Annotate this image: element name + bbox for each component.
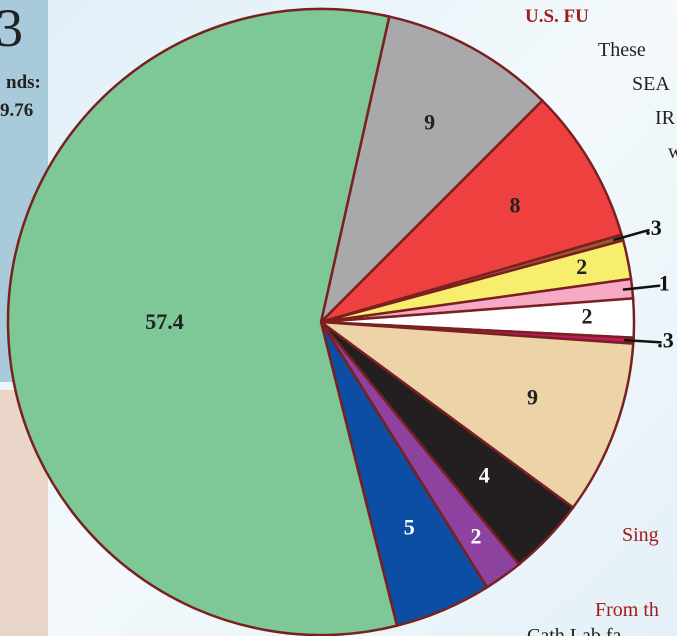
data-label: 8 bbox=[509, 192, 520, 217]
data-label: 2 bbox=[471, 523, 482, 548]
right-text: From th bbox=[595, 599, 659, 621]
pie-slice bbox=[316, 320, 635, 510]
data-label: 2 bbox=[582, 304, 593, 329]
data-label: 57.4 bbox=[145, 309, 184, 334]
leader-line bbox=[622, 284, 661, 291]
data-label: 1 bbox=[659, 271, 670, 296]
pie-slice bbox=[6, 7, 399, 636]
data-label: .3 bbox=[645, 215, 662, 240]
right-text: These bbox=[598, 39, 646, 61]
pie-slice bbox=[320, 98, 624, 324]
data-label: .3 bbox=[657, 327, 674, 352]
data-label: 9 bbox=[527, 385, 538, 410]
data-label: 5 bbox=[404, 514, 415, 539]
pie: 9 8 .3 2 1 2 .3 9 4 2 5 57.4 bbox=[6, 7, 674, 636]
right-text: Cath Lab fa bbox=[527, 625, 622, 636]
left-big-text: 3 bbox=[0, 0, 23, 58]
pie-slice bbox=[318, 15, 545, 326]
left-text: nds: bbox=[6, 72, 41, 93]
right-title: U.S. FU bbox=[525, 6, 589, 27]
right-text: SEA bbox=[632, 73, 670, 95]
data-label: 2 bbox=[576, 254, 587, 279]
leader-line bbox=[613, 228, 650, 242]
leader-line bbox=[623, 338, 662, 344]
right-text: Sing bbox=[622, 524, 659, 546]
right-text: w bbox=[668, 141, 677, 163]
left-text: 9.76 bbox=[0, 100, 33, 121]
right-text: IR bbox=[655, 107, 676, 129]
data-label: 9 bbox=[424, 110, 435, 135]
data-label: 4 bbox=[479, 462, 490, 487]
